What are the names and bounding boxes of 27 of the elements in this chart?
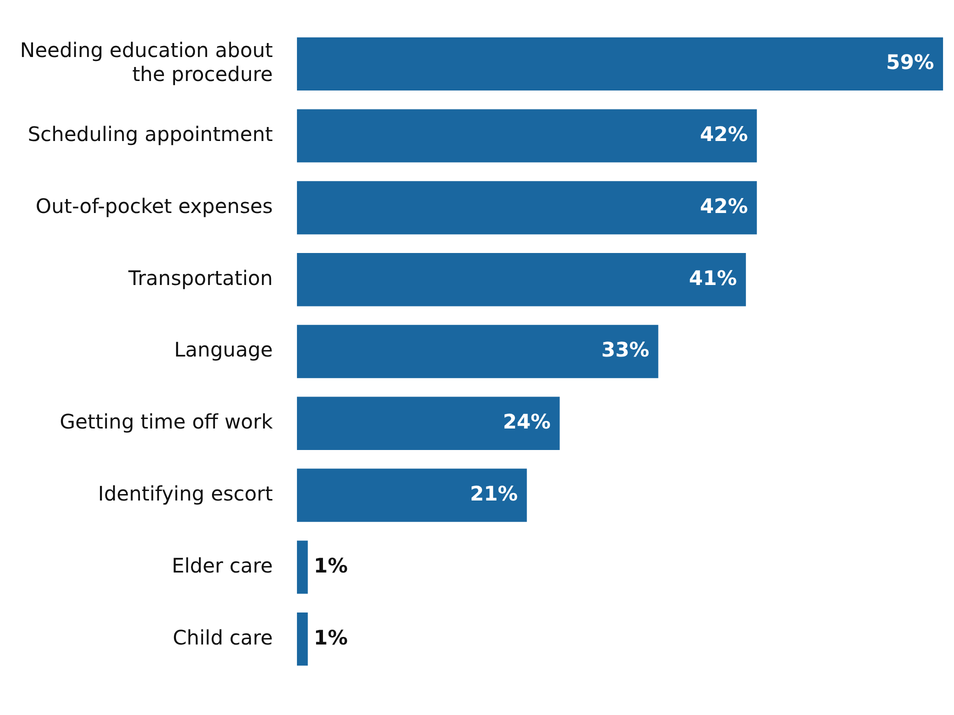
data-label: 59%	[886, 50, 934, 74]
y-tick-label: Transportation	[127, 266, 273, 290]
y-tick-label: Language	[174, 338, 273, 362]
data-label: 1%	[314, 625, 348, 650]
y-tick-label: Needing education about the procedure	[20, 38, 273, 86]
y-tick-label: Getting time off work	[60, 410, 274, 434]
data-label: 41%	[689, 266, 737, 290]
data-label: 42%	[700, 122, 748, 146]
data-label: 24%	[502, 410, 551, 434]
y-tick-label: Child care	[172, 625, 273, 650]
bar	[296, 540, 308, 594]
bar	[296, 468, 527, 522]
y-tick-label: Elder care	[172, 553, 273, 578]
y-tick-label: Identifying escort	[98, 481, 273, 506]
data-label: 33%	[601, 338, 650, 362]
bar	[296, 324, 658, 378]
bar	[296, 396, 560, 450]
bar	[296, 181, 757, 234]
y-tick-label: Scheduling appointment	[28, 122, 273, 146]
bar	[296, 612, 308, 666]
bar	[296, 109, 757, 162]
bar	[296, 37, 944, 91]
bar	[296, 253, 746, 306]
y-tick-label: Out-of-pocket expenses	[36, 194, 273, 218]
data-label: 1%	[314, 553, 348, 578]
data-label: 42%	[700, 194, 748, 218]
data-label: 21%	[470, 481, 518, 506]
